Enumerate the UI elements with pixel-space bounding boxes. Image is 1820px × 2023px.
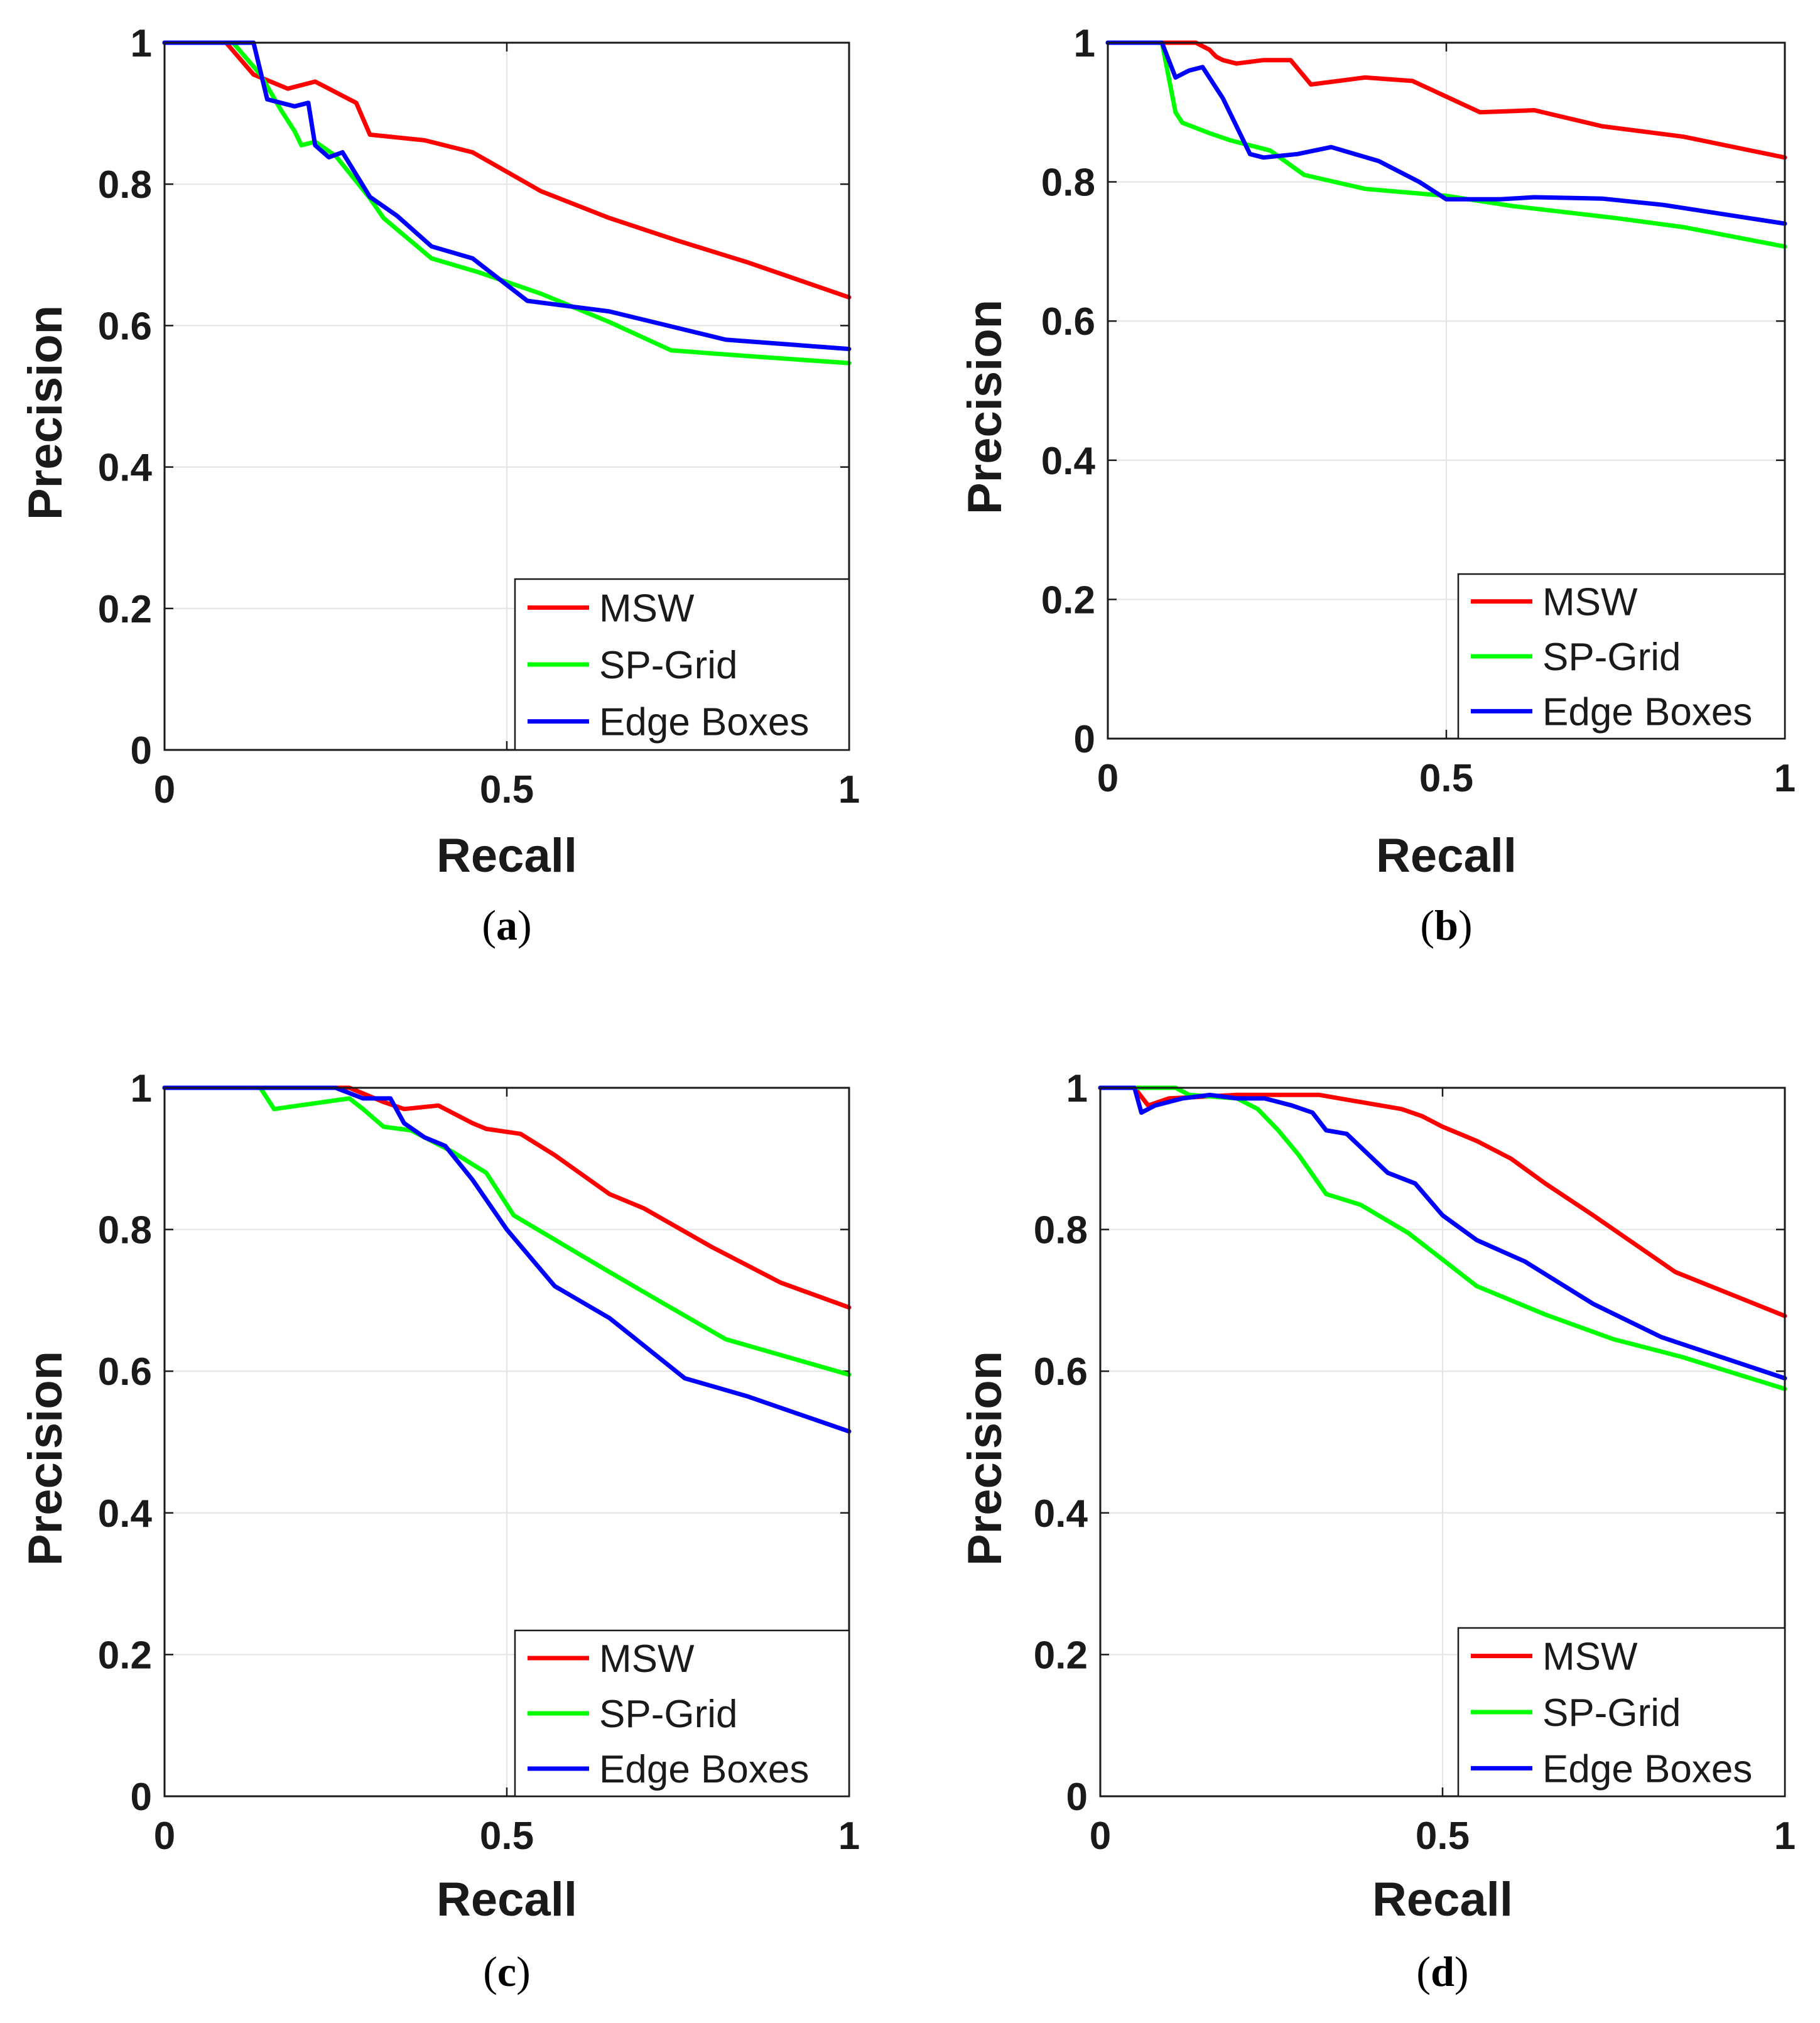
y-tick-label: 0.4 <box>1034 1492 1088 1536</box>
x-tick-label: 1 <box>838 768 860 811</box>
x-tick-label: 0.5 <box>1416 1814 1470 1858</box>
y-tick-label: 0.2 <box>98 1634 152 1677</box>
y-tick-label: 0 <box>1074 718 1095 761</box>
x-tick-label: 1 <box>1774 1814 1796 1858</box>
y-tick-label: 0.8 <box>98 1209 152 1252</box>
x-tick-label: 0.5 <box>480 768 534 811</box>
y-tick-label: 0.2 <box>1041 578 1095 622</box>
y-tick-label: 0.6 <box>1041 300 1095 344</box>
y-axis-label: Precision <box>958 1351 1012 1566</box>
x-tick-label: 0 <box>154 768 175 811</box>
y-tick-label: 0.4 <box>98 1492 153 1536</box>
y-tick-label: 0.6 <box>98 305 152 348</box>
legend-label: Edge Boxes <box>1542 1747 1752 1791</box>
y-tick-label: 0 <box>131 729 152 773</box>
axes-box <box>1107 41 1786 740</box>
legend-label: Edge Boxes <box>1542 690 1752 734</box>
y-tick-label: 1 <box>131 1067 152 1110</box>
y-tick-label: 0.2 <box>1034 1634 1088 1677</box>
y-axis-label: Precision <box>19 1351 72 1566</box>
legend-label: Edge Boxes <box>599 701 809 744</box>
x-tick-label: 0 <box>1090 1814 1111 1858</box>
y-tick-label: 0.8 <box>1041 161 1095 205</box>
chart-panel-d: 0 0.2 0.4 0.6 0.8 1 0 0.5 1 Recall Precision MSW SP-… <box>958 1067 1796 1995</box>
axes-box <box>163 1087 850 1798</box>
y-tick-label: 0 <box>1066 1776 1088 1819</box>
y-tick-label: 0.8 <box>98 163 152 207</box>
legend-label: SP-Grid <box>1542 636 1681 679</box>
legend-label: SP-Grid <box>599 644 737 687</box>
y-tick-label: 0.8 <box>1034 1209 1088 1252</box>
legend-label: SP-Grid <box>1542 1691 1681 1735</box>
axes-box <box>163 41 850 751</box>
y-tick-label: 1 <box>1066 1067 1088 1110</box>
y-axis-label: Precision <box>19 305 72 520</box>
x-tick-label: 0.5 <box>1419 757 1473 800</box>
series-line-edge-boxes <box>1098 1085 1787 1380</box>
x-axis-label: Recall <box>436 829 577 882</box>
series-line-msw <box>1098 1085 1787 1318</box>
x-tick-label: 1 <box>1774 757 1796 800</box>
x-tick-label: 1 <box>838 1814 860 1858</box>
series-line-edge-boxes <box>1105 40 1787 226</box>
x-tick-label: 0 <box>154 1814 175 1858</box>
x-tick-label: 0 <box>1097 757 1119 800</box>
series-line-msw <box>1105 40 1787 160</box>
chart-panel-a: 0 0.2 0.4 0.6 0.8 1 0 0.5 1 Recall Precision MSW SP-… <box>19 22 860 949</box>
panel-caption: (b) <box>1420 901 1472 949</box>
y-tick-label: 1 <box>131 22 152 65</box>
series-line-edge-boxes <box>162 1085 852 1434</box>
y-tick-label: 0 <box>131 1776 152 1819</box>
chart-panel-b: 0 0.2 0.4 0.6 0.8 1 0 0.5 1 Recall Precision MSW SP-… <box>958 22 1796 949</box>
panel-caption: (a) <box>482 901 531 949</box>
legend-label: Edge Boxes <box>599 1748 809 1791</box>
series-line-edge-boxes <box>162 40 852 352</box>
legend-label: SP-Grid <box>599 1693 737 1736</box>
series-line-msw <box>162 1085 852 1310</box>
legend-label: MSW <box>599 587 695 630</box>
panel-caption: (c) <box>483 1948 531 1995</box>
x-axis-label: Recall <box>1372 1873 1513 1926</box>
panel-caption: (d) <box>1416 1948 1468 1995</box>
y-tick-label: 1 <box>1074 22 1095 65</box>
series-line-sp-grid <box>1105 40 1787 249</box>
legend-label: MSW <box>1542 581 1638 624</box>
y-tick-label: 0.2 <box>98 588 152 631</box>
y-tick-label: 0.4 <box>98 447 153 490</box>
axes-box <box>1099 1087 1786 1798</box>
x-tick-label: 0.5 <box>480 1814 534 1858</box>
y-axis-label: Precision <box>958 300 1012 514</box>
x-axis-label: Recall <box>436 1873 577 1926</box>
y-tick-label: 0.6 <box>98 1350 152 1394</box>
x-axis-label: Recall <box>1376 829 1517 882</box>
chart-panel-c: 0 0.2 0.4 0.6 0.8 1 0 0.5 1 Recall Precision MSW SP-… <box>19 1067 860 1995</box>
y-tick-label: 0.4 <box>1041 440 1096 483</box>
legend-label: MSW <box>1542 1635 1638 1679</box>
legend-label: MSW <box>599 1637 695 1681</box>
y-tick-label: 0.6 <box>1034 1350 1088 1394</box>
